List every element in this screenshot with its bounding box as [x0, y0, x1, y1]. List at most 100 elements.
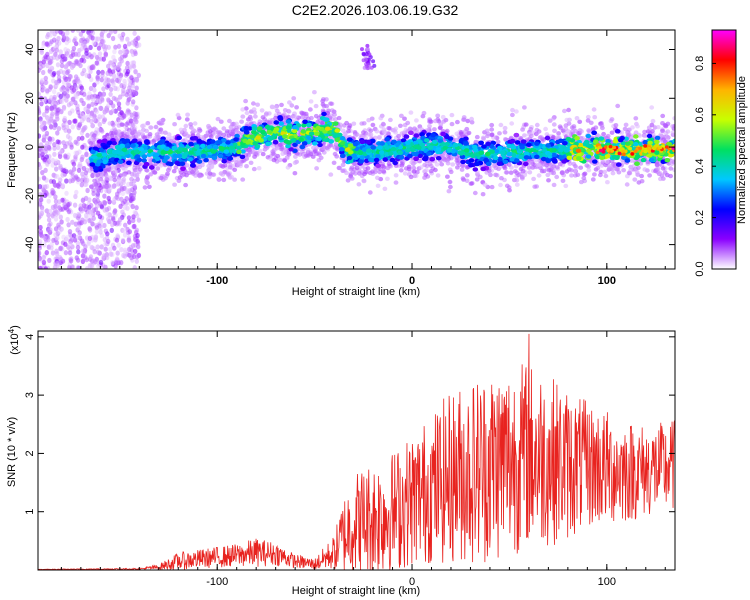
spectrogram-cell — [279, 147, 284, 152]
spectrogram-cell — [71, 45, 77, 52]
spectrogram-cell — [55, 62, 61, 68]
spectrogram-cell — [98, 92, 104, 98]
spectrogram-cell — [129, 75, 134, 81]
spectrogram-cell — [539, 169, 545, 174]
spectrogram-cell — [578, 165, 584, 170]
spectrogram-cell — [422, 175, 427, 180]
spectrogram-cell — [528, 160, 533, 166]
spectrogram-cell — [562, 108, 567, 114]
spectrogram-cell — [120, 237, 126, 243]
spectrogram-cell — [609, 117, 615, 122]
spectrogram-cell — [80, 112, 85, 118]
spectrogram-cells — [38, 30, 675, 269]
spectrogram-cell — [514, 182, 520, 187]
spectrogram-cell — [106, 135, 112, 141]
spectrogram-cell — [77, 161, 83, 167]
spectrogram-cell — [310, 154, 316, 159]
spectrogram-cell — [112, 169, 118, 174]
spectrogram-cell — [304, 153, 309, 158]
spectrogram-cell — [118, 173, 123, 178]
spectrogram-cell — [118, 49, 123, 55]
spectrogram-cell — [660, 166, 666, 171]
spectrogram-cell — [320, 120, 325, 126]
spectrogram-cell — [53, 182, 58, 188]
spectrogram-cell — [110, 30, 115, 33]
spectrogram-cell — [102, 222, 107, 229]
spectrogram-cell — [185, 133, 190, 138]
spectrogram-cell — [286, 109, 292, 114]
spectrogram-cell — [93, 259, 98, 265]
spectrogram-cell — [104, 255, 110, 261]
spectrogram-cell — [112, 128, 118, 133]
spectrogram-cell — [217, 132, 223, 137]
spectrogram-cell — [137, 42, 142, 48]
spectrogram-cell — [126, 237, 131, 243]
spectrogram-cell — [47, 257, 52, 263]
spectrogram-cell — [320, 145, 326, 151]
spectrogram-cell — [100, 72, 105, 78]
spectrogram-cell — [409, 160, 415, 165]
spectrogram-cell — [48, 84, 53, 90]
spectrogram-cell — [590, 177, 596, 182]
spectrogram-cell — [365, 166, 371, 171]
spectrogram-cell — [56, 199, 62, 205]
spectrogram-cell — [411, 165, 417, 171]
spectrogram-cell — [402, 171, 408, 176]
spectrogram-cell — [218, 119, 224, 124]
spectrogram-cell — [623, 122, 629, 128]
spectrogram-cell — [581, 175, 587, 181]
spectrogram-cell — [111, 174, 117, 179]
spectrogram-cell — [87, 263, 93, 269]
spectrogram-cell — [510, 112, 515, 118]
spectrogram-cell — [102, 207, 108, 213]
spectrogram-cell — [120, 122, 125, 127]
spectrogram-cell — [60, 206, 65, 212]
spectrogram-cell — [92, 82, 97, 88]
spectrogram-cell — [49, 124, 54, 130]
spectrogram-cell — [62, 92, 68, 98]
spectrogram-cell — [53, 216, 59, 222]
spectrogram-cell — [58, 214, 63, 220]
spectrogram-cell — [461, 117, 467, 122]
spectrogram-cell — [531, 176, 536, 182]
spectrogram-cell — [497, 165, 503, 170]
spectrogram-cell — [599, 123, 605, 128]
spectrogram-cell — [559, 170, 565, 176]
spectrogram-cell — [464, 165, 470, 170]
spectrogram-cell — [498, 122, 504, 128]
spectrogram-cell — [80, 117, 85, 123]
spectrogram-cell — [522, 105, 527, 110]
spectrogram-cell — [79, 57, 84, 63]
spectrogram-cell — [243, 98, 249, 104]
spectrogram-cell — [342, 168, 347, 173]
spectrogram-cell — [125, 69, 131, 75]
spectrogram-cell — [163, 176, 168, 181]
spectrogram-cell — [445, 161, 451, 166]
spectrogram-cell — [94, 98, 99, 104]
spectrogram-cell — [495, 139, 501, 144]
spectrogram-plot-area — [38, 30, 675, 269]
spectrogram-cell — [86, 35, 92, 41]
spectrogram-cell — [224, 129, 230, 134]
spectrogram-cell — [148, 125, 153, 130]
spectrogram-cell — [585, 114, 591, 120]
spectrogram-cell — [244, 110, 250, 116]
spectrogram-cell — [56, 222, 61, 228]
spectrogram-cell — [448, 184, 453, 190]
spectrogram-cell — [435, 173, 441, 178]
spectrogram-cell — [642, 167, 648, 172]
spectrogram-cell — [118, 56, 123, 62]
spectrogram-cell — [489, 132, 495, 138]
spectrogram-cell — [459, 167, 465, 172]
spectrogram-cell — [89, 54, 94, 60]
spectrogram-cell — [398, 123, 403, 128]
spectrogram-cell — [101, 86, 106, 92]
spectrogram-cell — [408, 110, 414, 115]
spectrogram-cell — [668, 173, 673, 179]
spectrogram-cell — [43, 167, 48, 173]
spectrogram-cell — [41, 259, 47, 265]
spectrogram-cell — [85, 187, 90, 194]
spectrogram-cell — [328, 172, 334, 177]
spectrogram-cell — [548, 162, 553, 168]
